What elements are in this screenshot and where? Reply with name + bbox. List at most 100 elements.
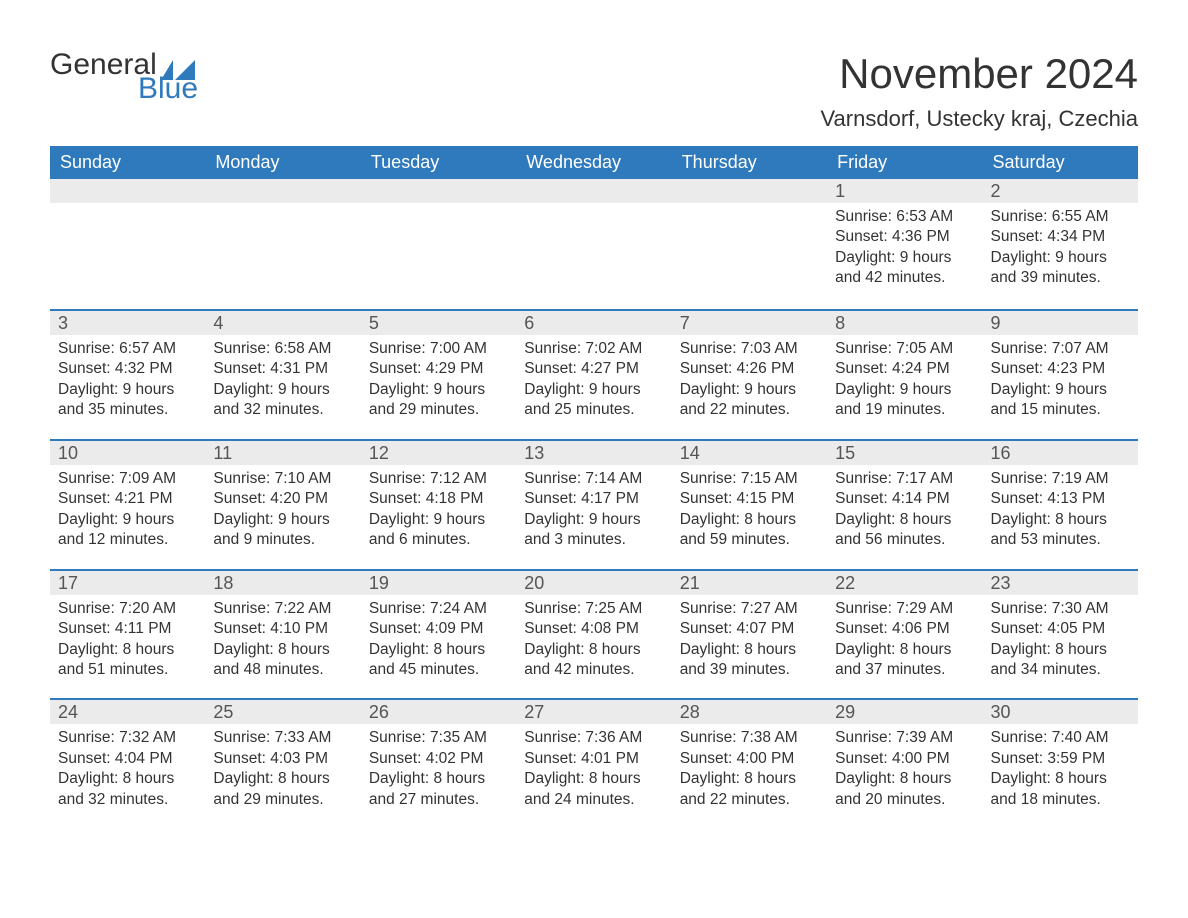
sunset-line: Sunset: 4:29 PM bbox=[369, 359, 508, 379]
day-details: Sunrise: 7:09 AMSunset: 4:21 PMDaylight:… bbox=[50, 465, 205, 551]
day-number-bar bbox=[205, 179, 360, 203]
calendar-blank-cell bbox=[50, 179, 205, 310]
dayname-wednesday: Wednesday bbox=[516, 146, 671, 179]
day-details: Sunrise: 7:24 AMSunset: 4:09 PMDaylight:… bbox=[361, 595, 516, 681]
day-details: Sunrise: 7:07 AMSunset: 4:23 PMDaylight:… bbox=[983, 335, 1138, 421]
day-number-bar bbox=[516, 179, 671, 203]
day-details: Sunrise: 7:03 AMSunset: 4:26 PMDaylight:… bbox=[672, 335, 827, 421]
sunset-line: Sunset: 4:00 PM bbox=[835, 749, 974, 769]
sunrise-line: Sunrise: 7:12 AM bbox=[369, 469, 508, 489]
calendar-week-row: 17Sunrise: 7:20 AMSunset: 4:11 PMDayligh… bbox=[50, 570, 1138, 700]
dayname-friday: Friday bbox=[827, 146, 982, 179]
calendar-day-cell: 30Sunrise: 7:40 AMSunset: 3:59 PMDayligh… bbox=[983, 699, 1138, 828]
calendar-day-cell: 13Sunrise: 7:14 AMSunset: 4:17 PMDayligh… bbox=[516, 440, 671, 570]
daylight-line: Daylight: 9 hours and 29 minutes. bbox=[369, 380, 508, 421]
day-details: Sunrise: 7:40 AMSunset: 3:59 PMDaylight:… bbox=[983, 724, 1138, 810]
calendar-day-cell: 28Sunrise: 7:38 AMSunset: 4:00 PMDayligh… bbox=[672, 699, 827, 828]
day-number: 28 bbox=[672, 700, 827, 724]
sunrise-line: Sunrise: 7:17 AM bbox=[835, 469, 974, 489]
daylight-line: Daylight: 8 hours and 29 minutes. bbox=[213, 769, 352, 810]
daylight-line: Daylight: 9 hours and 12 minutes. bbox=[58, 510, 197, 551]
calendar-blank-cell bbox=[672, 179, 827, 310]
calendar-day-cell: 21Sunrise: 7:27 AMSunset: 4:07 PMDayligh… bbox=[672, 570, 827, 700]
sunset-line: Sunset: 4:10 PM bbox=[213, 619, 352, 639]
day-number: 21 bbox=[672, 571, 827, 595]
sunset-line: Sunset: 4:11 PM bbox=[58, 619, 197, 639]
day-details: Sunrise: 7:05 AMSunset: 4:24 PMDaylight:… bbox=[827, 335, 982, 421]
day-number: 30 bbox=[983, 700, 1138, 724]
day-number-bar bbox=[50, 179, 205, 203]
day-number: 17 bbox=[50, 571, 205, 595]
sunrise-line: Sunrise: 7:39 AM bbox=[835, 728, 974, 748]
calendar-day-cell: 25Sunrise: 7:33 AMSunset: 4:03 PMDayligh… bbox=[205, 699, 360, 828]
sunrise-line: Sunrise: 7:35 AM bbox=[369, 728, 508, 748]
day-details: Sunrise: 7:14 AMSunset: 4:17 PMDaylight:… bbox=[516, 465, 671, 551]
sunset-line: Sunset: 4:32 PM bbox=[58, 359, 197, 379]
day-number: 15 bbox=[827, 441, 982, 465]
calendar-day-cell: 1Sunrise: 6:53 AMSunset: 4:36 PMDaylight… bbox=[827, 179, 982, 310]
day-number: 11 bbox=[205, 441, 360, 465]
daylight-line: Daylight: 8 hours and 48 minutes. bbox=[213, 640, 352, 681]
calendar-day-cell: 18Sunrise: 7:22 AMSunset: 4:10 PMDayligh… bbox=[205, 570, 360, 700]
day-details: Sunrise: 7:19 AMSunset: 4:13 PMDaylight:… bbox=[983, 465, 1138, 551]
sunrise-line: Sunrise: 6:58 AM bbox=[213, 339, 352, 359]
sunrise-line: Sunrise: 7:30 AM bbox=[991, 599, 1130, 619]
day-number: 16 bbox=[983, 441, 1138, 465]
daylight-line: Daylight: 8 hours and 45 minutes. bbox=[369, 640, 508, 681]
daylight-line: Daylight: 9 hours and 15 minutes. bbox=[991, 380, 1130, 421]
sunrise-line: Sunrise: 7:19 AM bbox=[991, 469, 1130, 489]
daylight-line: Daylight: 8 hours and 34 minutes. bbox=[991, 640, 1130, 681]
daylight-line: Daylight: 9 hours and 35 minutes. bbox=[58, 380, 197, 421]
calendar-day-cell: 15Sunrise: 7:17 AMSunset: 4:14 PMDayligh… bbox=[827, 440, 982, 570]
sunset-line: Sunset: 4:01 PM bbox=[524, 749, 663, 769]
sunrise-line: Sunrise: 7:05 AM bbox=[835, 339, 974, 359]
calendar-day-cell: 17Sunrise: 7:20 AMSunset: 4:11 PMDayligh… bbox=[50, 570, 205, 700]
daylight-line: Daylight: 8 hours and 56 minutes. bbox=[835, 510, 974, 551]
sunrise-line: Sunrise: 7:25 AM bbox=[524, 599, 663, 619]
sunset-line: Sunset: 4:03 PM bbox=[213, 749, 352, 769]
calendar-day-cell: 12Sunrise: 7:12 AMSunset: 4:18 PMDayligh… bbox=[361, 440, 516, 570]
calendar-day-cell: 26Sunrise: 7:35 AMSunset: 4:02 PMDayligh… bbox=[361, 699, 516, 828]
sunset-line: Sunset: 4:05 PM bbox=[991, 619, 1130, 639]
daylight-line: Daylight: 9 hours and 9 minutes. bbox=[213, 510, 352, 551]
day-number: 6 bbox=[516, 311, 671, 335]
calendar-day-cell: 23Sunrise: 7:30 AMSunset: 4:05 PMDayligh… bbox=[983, 570, 1138, 700]
day-details: Sunrise: 6:57 AMSunset: 4:32 PMDaylight:… bbox=[50, 335, 205, 421]
brand-part2: Blue bbox=[138, 74, 198, 104]
sunrise-line: Sunrise: 7:27 AM bbox=[680, 599, 819, 619]
day-number: 18 bbox=[205, 571, 360, 595]
calendar-day-cell: 10Sunrise: 7:09 AMSunset: 4:21 PMDayligh… bbox=[50, 440, 205, 570]
day-details: Sunrise: 7:12 AMSunset: 4:18 PMDaylight:… bbox=[361, 465, 516, 551]
calendar-blank-cell bbox=[361, 179, 516, 310]
day-number: 20 bbox=[516, 571, 671, 595]
sunset-line: Sunset: 4:27 PM bbox=[524, 359, 663, 379]
day-details: Sunrise: 7:29 AMSunset: 4:06 PMDaylight:… bbox=[827, 595, 982, 681]
day-number: 8 bbox=[827, 311, 982, 335]
day-details: Sunrise: 7:38 AMSunset: 4:00 PMDaylight:… bbox=[672, 724, 827, 810]
calendar-day-cell: 4Sunrise: 6:58 AMSunset: 4:31 PMDaylight… bbox=[205, 310, 360, 440]
day-number: 24 bbox=[50, 700, 205, 724]
sunset-line: Sunset: 4:23 PM bbox=[991, 359, 1130, 379]
sunset-line: Sunset: 4:06 PM bbox=[835, 619, 974, 639]
sunset-line: Sunset: 4:13 PM bbox=[991, 489, 1130, 509]
calendar-table: Sunday Monday Tuesday Wednesday Thursday… bbox=[50, 146, 1138, 828]
day-number: 29 bbox=[827, 700, 982, 724]
sunrise-line: Sunrise: 7:09 AM bbox=[58, 469, 197, 489]
day-details: Sunrise: 7:22 AMSunset: 4:10 PMDaylight:… bbox=[205, 595, 360, 681]
sunset-line: Sunset: 4:07 PM bbox=[680, 619, 819, 639]
day-number: 13 bbox=[516, 441, 671, 465]
day-number: 1 bbox=[827, 179, 982, 203]
calendar-day-cell: 16Sunrise: 7:19 AMSunset: 4:13 PMDayligh… bbox=[983, 440, 1138, 570]
daylight-line: Daylight: 8 hours and 51 minutes. bbox=[58, 640, 197, 681]
dayname-thursday: Thursday bbox=[672, 146, 827, 179]
daylight-line: Daylight: 8 hours and 32 minutes. bbox=[58, 769, 197, 810]
sunset-line: Sunset: 4:15 PM bbox=[680, 489, 819, 509]
sunrise-line: Sunrise: 7:03 AM bbox=[680, 339, 819, 359]
sunrise-line: Sunrise: 7:24 AM bbox=[369, 599, 508, 619]
sunrise-line: Sunrise: 7:38 AM bbox=[680, 728, 819, 748]
sunset-line: Sunset: 4:20 PM bbox=[213, 489, 352, 509]
month-title: November 2024 bbox=[821, 50, 1138, 98]
calendar-day-cell: 27Sunrise: 7:36 AMSunset: 4:01 PMDayligh… bbox=[516, 699, 671, 828]
daylight-line: Daylight: 8 hours and 24 minutes. bbox=[524, 769, 663, 810]
day-number: 3 bbox=[50, 311, 205, 335]
